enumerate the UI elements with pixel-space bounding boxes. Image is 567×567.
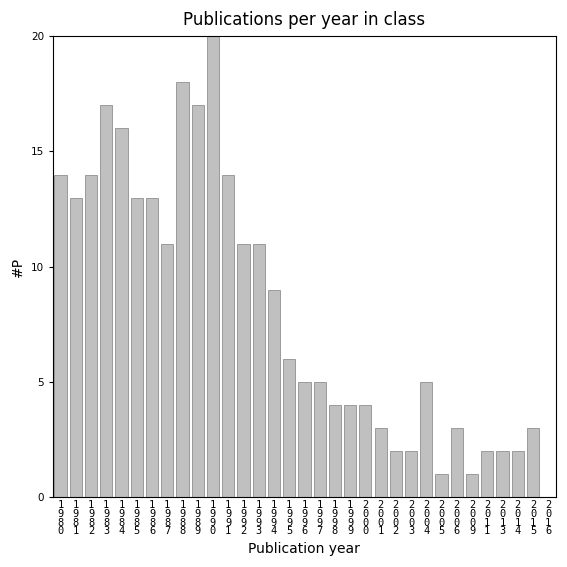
Bar — [252, 244, 265, 497]
Title: Publications per year in class: Publications per year in class — [183, 11, 425, 29]
Bar — [359, 405, 371, 497]
Bar — [527, 428, 539, 497]
Bar — [207, 36, 219, 497]
Bar — [329, 405, 341, 497]
Bar — [390, 451, 402, 497]
Bar — [283, 359, 295, 497]
Bar — [116, 128, 128, 497]
Bar — [161, 244, 174, 497]
Bar — [344, 405, 356, 497]
Bar — [85, 175, 97, 497]
Bar — [130, 197, 143, 497]
Bar — [466, 474, 478, 497]
Bar — [451, 428, 463, 497]
Bar — [176, 82, 189, 497]
Bar — [222, 175, 234, 497]
Bar — [70, 197, 82, 497]
Bar — [268, 290, 280, 497]
Bar — [405, 451, 417, 497]
Bar — [100, 105, 112, 497]
Bar — [54, 175, 67, 497]
Bar — [298, 382, 311, 497]
Y-axis label: #P: #P — [11, 257, 25, 277]
Bar — [481, 451, 493, 497]
Bar — [375, 428, 387, 497]
Bar — [146, 197, 158, 497]
Bar — [435, 474, 448, 497]
Bar — [497, 451, 509, 497]
X-axis label: Publication year: Publication year — [248, 542, 361, 556]
Bar — [420, 382, 433, 497]
Bar — [238, 244, 249, 497]
Bar — [192, 105, 204, 497]
Bar — [511, 451, 524, 497]
Bar — [314, 382, 326, 497]
